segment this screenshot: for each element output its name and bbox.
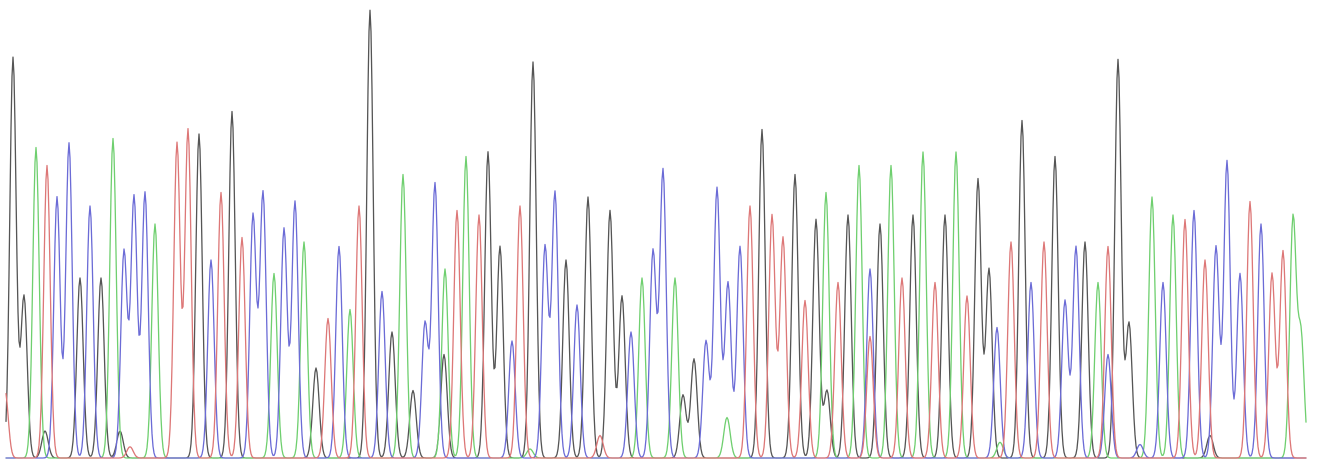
trace-line-3 xyxy=(5,127,1307,459)
trace-layer xyxy=(5,9,1307,459)
